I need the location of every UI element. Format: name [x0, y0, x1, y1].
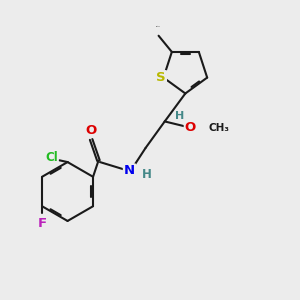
- Text: H: H: [142, 168, 152, 181]
- Text: O: O: [185, 122, 196, 134]
- Text: S: S: [156, 71, 166, 84]
- Text: N: N: [124, 164, 135, 177]
- Text: H: H: [176, 111, 185, 121]
- Text: F: F: [38, 218, 46, 230]
- Text: methyl: methyl: [156, 26, 161, 27]
- Text: CH₃: CH₃: [208, 123, 229, 133]
- Text: Cl: Cl: [45, 151, 58, 164]
- Text: O: O: [85, 124, 97, 137]
